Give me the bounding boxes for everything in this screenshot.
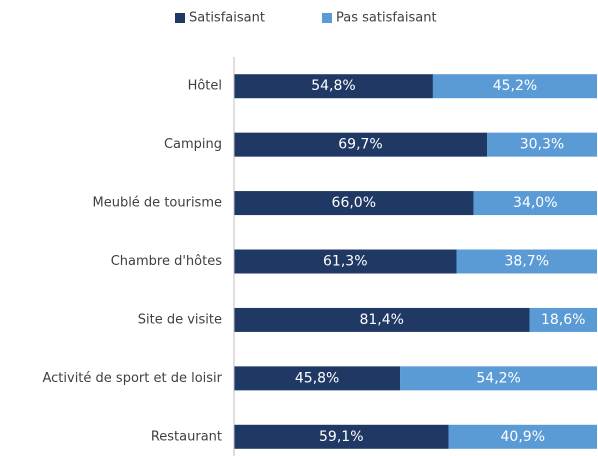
data-label: 38,7% — [505, 254, 549, 270]
data-label: 61,3% — [323, 254, 367, 270]
data-label: 40,9% — [501, 429, 545, 445]
bar-segment — [473, 191, 597, 216]
y-tick-label: Meublé de tourisme — [92, 196, 222, 211]
y-tick-label: Chambre d'hôtes — [111, 254, 223, 269]
bar-segment — [234, 74, 433, 99]
y-tick-label: Activité de sport et de loisir — [42, 371, 222, 386]
y-tick-label: Hôtel — [188, 79, 222, 94]
data-label: 59,1% — [319, 429, 363, 445]
data-label: 30,3% — [520, 137, 564, 153]
bar-segment — [234, 307, 530, 332]
bar-segment — [487, 132, 597, 157]
data-label: 54,2% — [476, 370, 520, 386]
data-label: 66,0% — [332, 195, 376, 211]
bar-segment — [234, 424, 449, 449]
legend-swatch — [175, 13, 185, 23]
data-label: 45,8% — [295, 370, 339, 386]
y-tick-label: Restaurant — [151, 429, 222, 444]
bar-segment — [400, 366, 597, 391]
bar-segment — [456, 249, 597, 274]
data-label: 69,7% — [338, 137, 382, 153]
bar-segment — [529, 307, 597, 332]
bar-segment — [234, 191, 474, 216]
legend-label: Satisfaisant — [189, 11, 265, 26]
y-tick-label: Camping — [164, 137, 222, 152]
y-tick-label: Site de visite — [138, 312, 222, 327]
bar-segment — [234, 249, 457, 274]
data-label: 45,2% — [493, 78, 537, 94]
data-label: 54,8% — [311, 78, 355, 94]
data-label: 34,0% — [513, 195, 557, 211]
data-label: 18,6% — [541, 312, 585, 328]
legend-swatch — [322, 13, 332, 23]
bar-segment — [234, 132, 488, 157]
legend-label: Pas satisfaisant — [336, 11, 437, 26]
bar-segment — [432, 74, 597, 99]
bar-segment — [448, 424, 597, 449]
data-label: 81,4% — [359, 312, 403, 328]
bar-segment — [234, 366, 401, 391]
